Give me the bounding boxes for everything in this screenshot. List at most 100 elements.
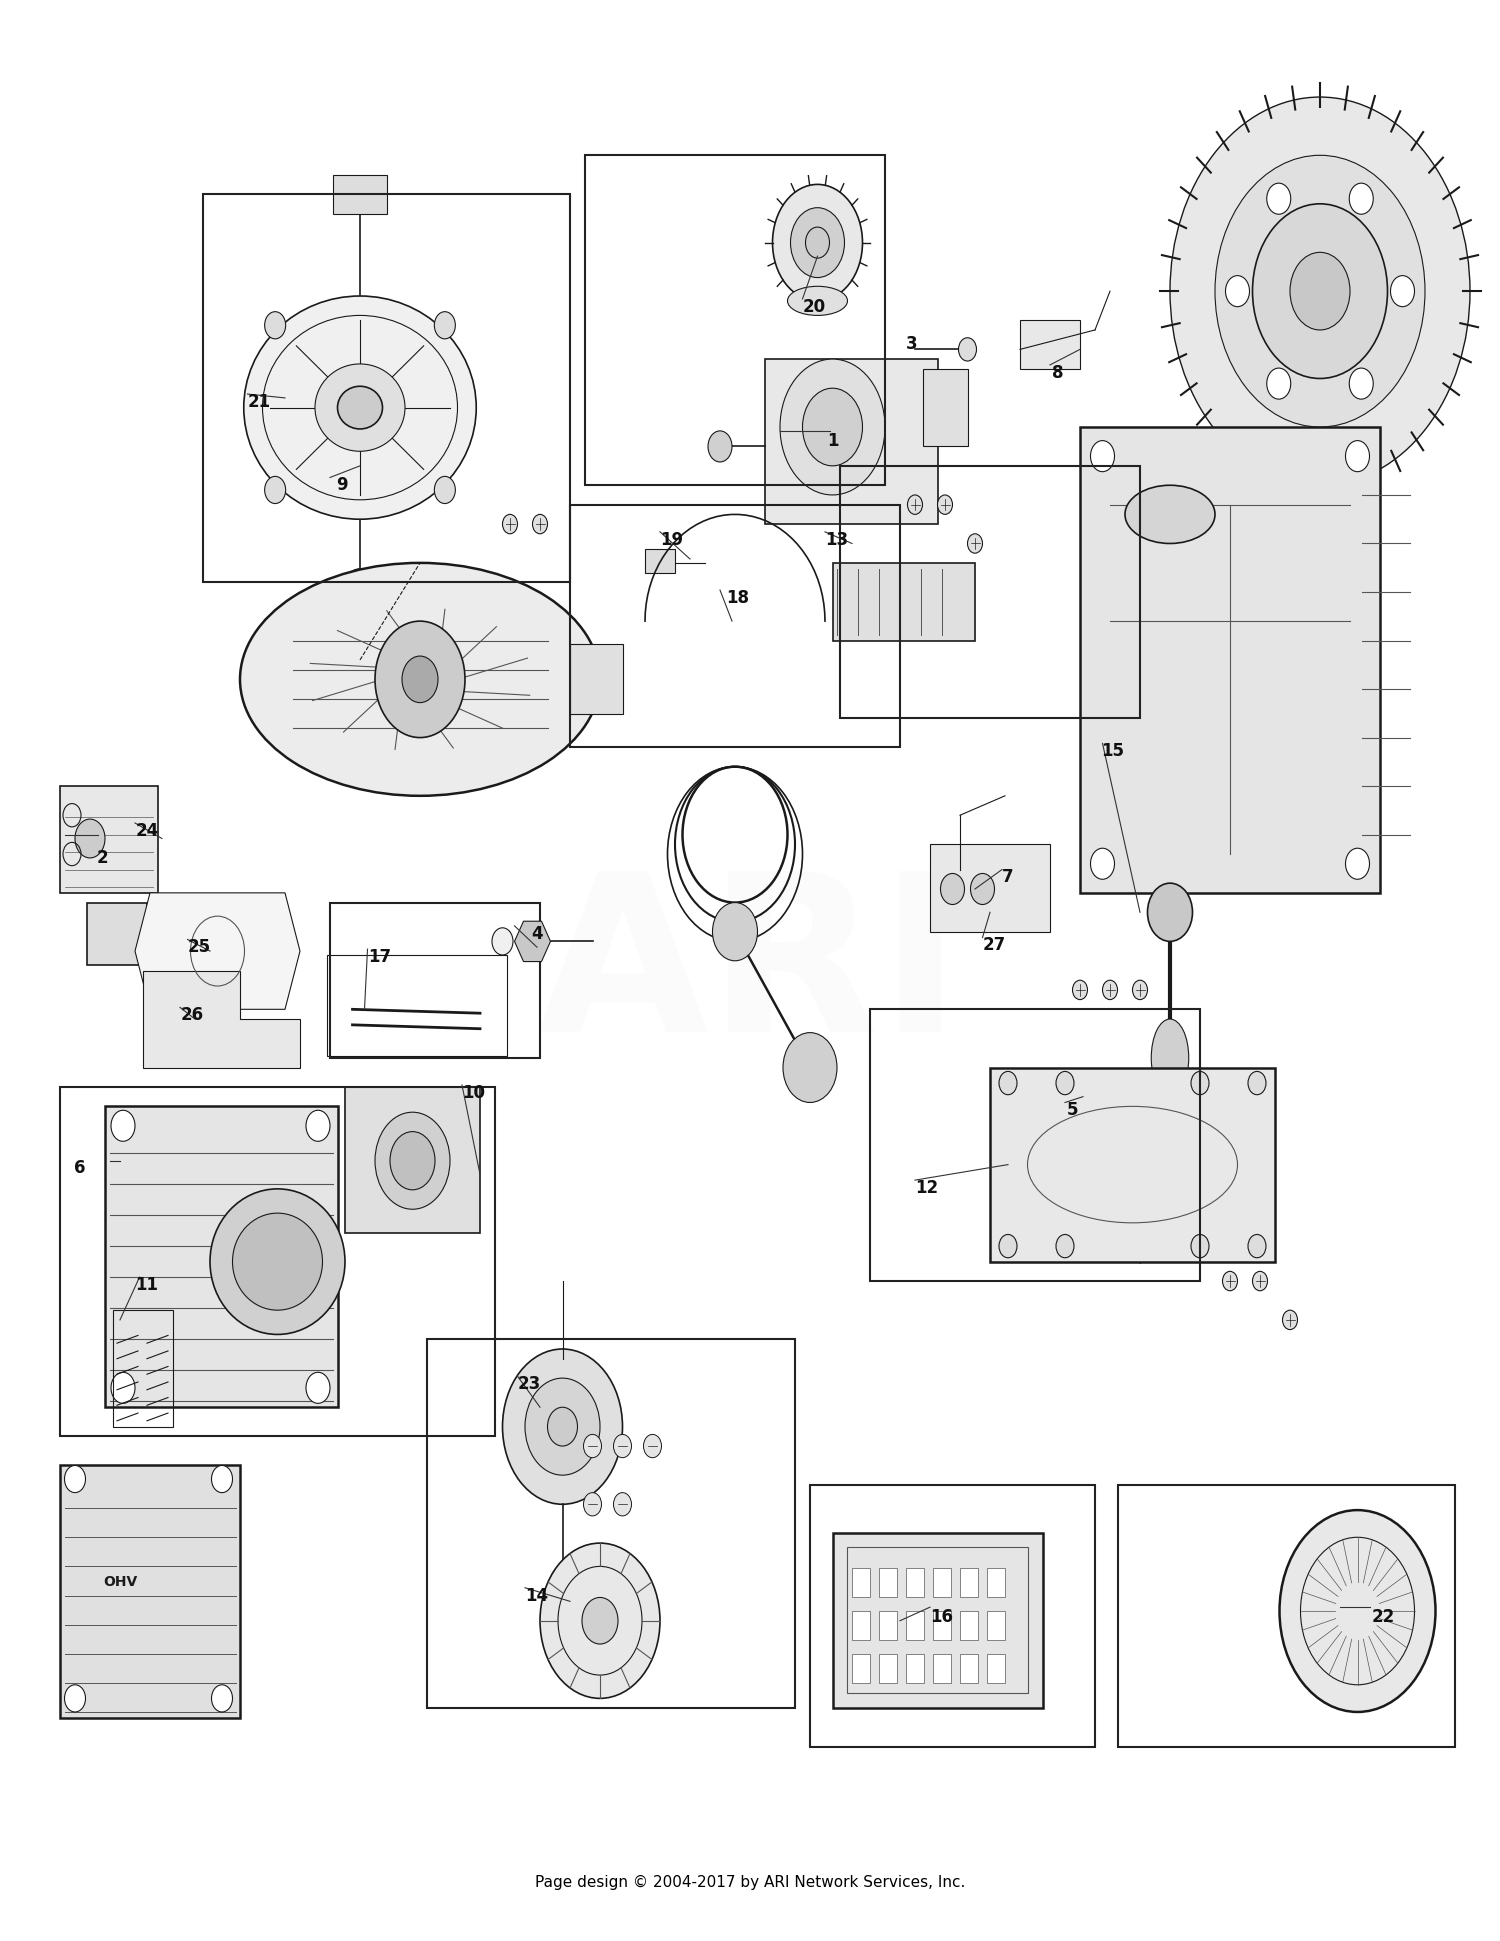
Circle shape <box>970 873 994 905</box>
Bar <box>345 1087 480 1233</box>
Circle shape <box>1056 1071 1074 1095</box>
Bar <box>87 903 147 965</box>
Circle shape <box>348 625 372 656</box>
Bar <box>922 369 968 446</box>
Bar <box>810 1485 1095 1747</box>
Ellipse shape <box>1125 485 1215 543</box>
Circle shape <box>264 476 285 503</box>
Circle shape <box>708 431 732 462</box>
Bar <box>840 466 1140 718</box>
Text: 7: 7 <box>1002 868 1014 887</box>
Circle shape <box>492 928 513 955</box>
Bar <box>960 1611 978 1640</box>
Bar <box>570 644 622 714</box>
Text: 13: 13 <box>825 530 849 549</box>
Circle shape <box>908 495 922 514</box>
Bar <box>987 1568 1005 1597</box>
Bar <box>645 549 675 573</box>
Circle shape <box>806 227 830 258</box>
Bar <box>765 359 938 524</box>
Circle shape <box>211 1685 232 1712</box>
Circle shape <box>958 338 976 361</box>
Bar <box>906 1568 924 1597</box>
Circle shape <box>712 903 758 961</box>
Circle shape <box>780 359 885 495</box>
Circle shape <box>111 1372 135 1403</box>
Circle shape <box>211 1465 232 1493</box>
Text: 4: 4 <box>531 924 543 943</box>
Circle shape <box>968 534 982 553</box>
Circle shape <box>375 1112 450 1209</box>
Circle shape <box>111 1110 135 1141</box>
Circle shape <box>1390 276 1414 307</box>
Bar <box>585 155 885 485</box>
Bar <box>833 1533 1042 1708</box>
Circle shape <box>1170 97 1470 485</box>
Circle shape <box>342 569 378 615</box>
Bar <box>60 1465 240 1718</box>
Bar <box>852 1611 870 1640</box>
Text: 1: 1 <box>827 431 839 450</box>
Circle shape <box>532 514 548 534</box>
Circle shape <box>503 514 518 534</box>
Circle shape <box>306 1372 330 1403</box>
Text: 23: 23 <box>518 1374 542 1394</box>
Bar <box>933 1568 951 1597</box>
Bar <box>112 1310 172 1427</box>
Text: 6: 6 <box>74 1159 86 1178</box>
Circle shape <box>938 495 952 514</box>
Bar <box>1080 427 1380 893</box>
Text: 19: 19 <box>660 530 684 549</box>
Circle shape <box>525 1378 600 1475</box>
Circle shape <box>1226 276 1250 307</box>
Ellipse shape <box>240 563 600 796</box>
Circle shape <box>548 1407 578 1446</box>
Bar <box>870 1009 1200 1281</box>
Circle shape <box>1132 980 1148 1000</box>
Circle shape <box>940 873 964 905</box>
Circle shape <box>584 1493 602 1516</box>
Bar <box>60 1087 495 1436</box>
Circle shape <box>1056 1234 1074 1258</box>
Circle shape <box>1346 848 1370 879</box>
Circle shape <box>1090 441 1114 472</box>
Circle shape <box>1191 1071 1209 1095</box>
Circle shape <box>1280 1510 1436 1712</box>
Circle shape <box>1346 441 1370 472</box>
Bar <box>333 175 387 214</box>
Text: 12: 12 <box>915 1178 939 1198</box>
Circle shape <box>644 1434 662 1458</box>
Circle shape <box>64 1465 86 1493</box>
Bar <box>852 1654 870 1683</box>
Circle shape <box>306 1110 330 1141</box>
Circle shape <box>1248 1071 1266 1095</box>
Text: 26: 26 <box>180 1005 204 1025</box>
Text: Page design © 2004-2017 by ARI Network Services, Inc.: Page design © 2004-2017 by ARI Network S… <box>536 1875 964 1891</box>
Circle shape <box>75 819 105 858</box>
Circle shape <box>999 1234 1017 1258</box>
Text: 3: 3 <box>906 334 918 353</box>
Circle shape <box>584 1434 602 1458</box>
Bar <box>879 1568 897 1597</box>
Bar <box>930 844 1050 932</box>
Bar <box>105 1106 338 1407</box>
Bar <box>879 1654 897 1683</box>
Bar <box>847 1547 1028 1693</box>
Text: 17: 17 <box>368 947 392 967</box>
Bar <box>933 1654 951 1683</box>
Bar <box>330 903 540 1058</box>
Ellipse shape <box>232 1213 322 1310</box>
Bar <box>960 1568 978 1597</box>
Circle shape <box>614 1434 632 1458</box>
Ellipse shape <box>210 1188 345 1335</box>
Bar <box>570 505 900 747</box>
Text: OHV: OHV <box>104 1574 136 1590</box>
Circle shape <box>582 1597 618 1644</box>
Text: 11: 11 <box>135 1275 159 1295</box>
Bar <box>990 1068 1275 1262</box>
Circle shape <box>1248 1234 1266 1258</box>
Polygon shape <box>135 893 300 1009</box>
Bar <box>906 1654 924 1683</box>
Circle shape <box>790 208 844 278</box>
Bar <box>852 1568 870 1597</box>
